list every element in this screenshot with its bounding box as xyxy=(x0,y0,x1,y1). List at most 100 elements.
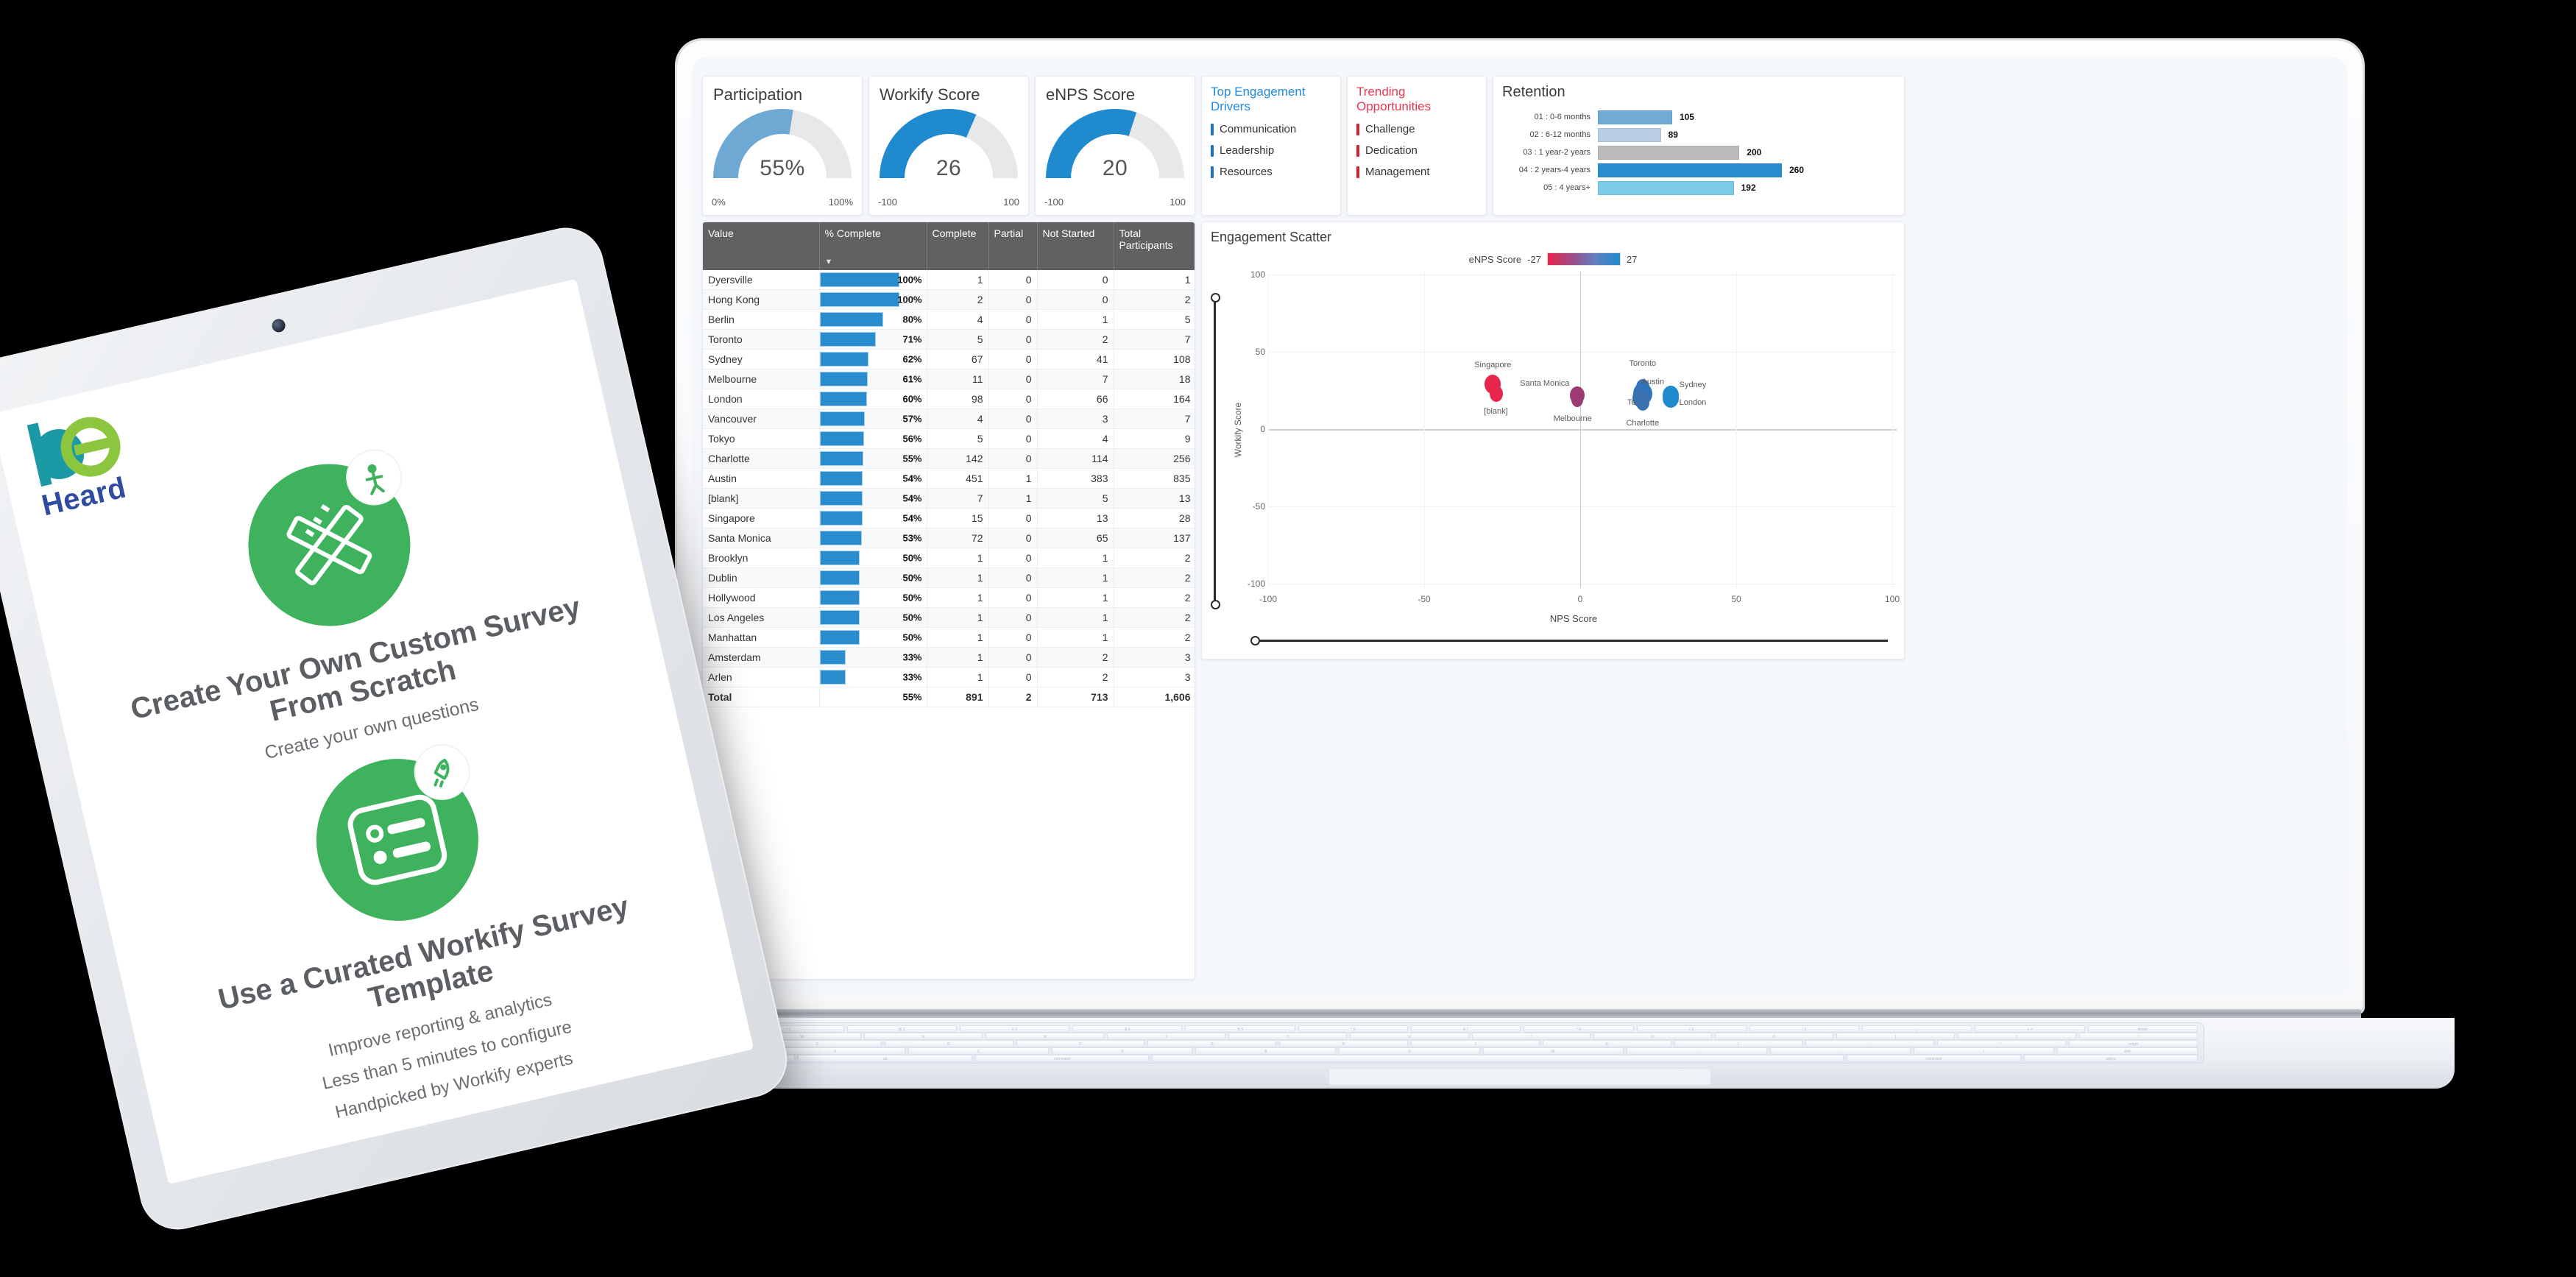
table-row[interactable]: Amsterdam 33% 1 0 2 3 xyxy=(703,647,1195,668)
keyboard-key[interactable]: O xyxy=(1593,1033,1712,1040)
keyboard-key[interactable]: % 5 xyxy=(1185,1025,1295,1033)
keyboard-key[interactable]: F xyxy=(1016,1040,1145,1047)
keyboard-key[interactable]: [ xyxy=(1836,1033,1955,1040)
keyboard-key[interactable]: shift xyxy=(2056,1047,2198,1055)
keyboard-key[interactable]: command xyxy=(1847,1055,2021,1062)
retention-row[interactable]: 04 : 2 years-4 years 260 xyxy=(1501,161,1897,179)
keyboard-key[interactable]: ( 9 xyxy=(1636,1025,1747,1033)
keyboard-key[interactable]: ; xyxy=(1805,1040,1935,1047)
keyboard-key[interactable]: U xyxy=(1350,1033,1469,1040)
keyboard-key[interactable]: option xyxy=(2023,1055,2198,1062)
keyboard-key[interactable] xyxy=(1152,1055,1844,1062)
table-row[interactable]: Los Angeles 50% 1 0 1 2 xyxy=(703,607,1195,628)
opportunity-item[interactable]: Dedication xyxy=(1348,140,1486,161)
keyboard-key[interactable]: . xyxy=(1769,1047,1911,1055)
top-engagement-drivers-card[interactable]: Top Engagement Drivers Communication Lea… xyxy=(1201,76,1341,216)
keyboard-key[interactable]: command xyxy=(974,1055,1150,1062)
retention-bar[interactable] xyxy=(1598,110,1672,124)
retention-row[interactable]: 02 : 6-12 months 89 xyxy=(1501,126,1897,144)
scatter-point[interactable] xyxy=(1489,385,1503,402)
keyboard-key[interactable]: N xyxy=(1339,1047,1480,1055)
keyboard-key[interactable]: P xyxy=(1714,1033,1833,1040)
keyboard-key[interactable]: ) 0 xyxy=(1749,1025,1860,1033)
keyboard-key[interactable]: + = xyxy=(1975,1025,2085,1033)
keyboard-key[interactable]: ' xyxy=(1937,1040,2067,1047)
keyboard-key[interactable]: I xyxy=(1471,1033,1590,1040)
keyboard-key[interactable]: L xyxy=(1674,1040,1803,1047)
trending-opportunities-card[interactable]: Trending Opportunities Challenge Dedicat… xyxy=(1347,76,1487,216)
keyboard-key[interactable]: / xyxy=(1913,1047,2054,1055)
table-row[interactable]: Charlotte 55% 142 0 114 256 xyxy=(703,448,1195,469)
keyboard-key[interactable]: E xyxy=(864,1033,983,1040)
participation-card[interactable]: Participation 55% 0% 100% xyxy=(702,76,863,216)
table-row[interactable]: Dublin 50% 1 0 1 2 xyxy=(703,567,1195,588)
keyboard-key[interactable]: ] xyxy=(1957,1033,2076,1040)
keyboard-key[interactable]: _ - xyxy=(1862,1025,1972,1033)
slider-knob-top[interactable] xyxy=(1211,293,1220,303)
keyboard-key[interactable]: delete xyxy=(2087,1025,2198,1033)
retention-bar[interactable] xyxy=(1598,127,1661,142)
scatter-point[interactable] xyxy=(1635,395,1649,411)
table-row[interactable]: Toronto 71% 5 0 2 7 xyxy=(703,329,1195,350)
keyboard-key[interactable]: C xyxy=(908,1047,1050,1055)
keyboard-key[interactable]: ^ 6 xyxy=(1298,1025,1408,1033)
table-row[interactable]: Melbourne 61% 11 0 7 18 xyxy=(703,369,1195,389)
table-row[interactable]: Singapore 54% 15 0 13 28 xyxy=(703,508,1195,528)
table-row[interactable]: Austin 54% 451 1 383 835 xyxy=(703,468,1195,489)
participation-table-card[interactable]: Value % Complete ▼ Complete Partial Not … xyxy=(702,222,1195,980)
driver-item[interactable]: Communication xyxy=(1202,118,1340,140)
table-row[interactable]: Santa Monica 53% 72 0 65 137 xyxy=(703,528,1195,548)
table-row[interactable]: Manhattan 50% 1 0 1 2 xyxy=(703,627,1195,648)
retention-card[interactable]: Retention 01 : 0-6 months 105 02 : 6-12 mo… xyxy=(1493,76,1905,216)
keyboard-key[interactable]: & 7 xyxy=(1411,1025,1521,1033)
keyboard-key[interactable]: G xyxy=(1147,1040,1277,1047)
col-not-started[interactable]: Not Started xyxy=(1037,222,1114,270)
retention-row[interactable]: 03 : 1 year-2 years 200 xyxy=(1501,144,1897,161)
keyboard-key[interactable]: Y xyxy=(1228,1033,1348,1040)
keyboard-key[interactable]: alt xyxy=(798,1055,972,1062)
driver-item[interactable]: Leadership xyxy=(1202,140,1340,161)
sort-descending-icon[interactable]: ▼ xyxy=(824,258,833,266)
table-row[interactable]: Dyersville 100% 1 0 0 1 xyxy=(703,270,1195,290)
retention-bar[interactable] xyxy=(1598,145,1740,160)
keyboard-key[interactable]: @ 2 xyxy=(846,1025,957,1033)
scatter-point[interactable] xyxy=(1662,389,1679,408)
retention-bar[interactable] xyxy=(1598,163,1782,177)
keyboard-key[interactable]: M xyxy=(1482,1047,1624,1055)
opportunity-item[interactable]: Challenge xyxy=(1348,118,1486,140)
keyboard-key[interactable]: T xyxy=(1107,1033,1226,1040)
workify-score-card[interactable]: Workify Score 26 -100 100 xyxy=(868,76,1029,216)
opportunity-item[interactable]: Management xyxy=(1348,161,1486,183)
slider-knob-bottom[interactable] xyxy=(1211,600,1220,609)
table-row[interactable]: Berlin 80% 4 0 1 5 xyxy=(703,309,1195,330)
keyboard-key[interactable]: V xyxy=(1052,1047,1193,1055)
table-row[interactable]: London 60% 98 0 66 164 xyxy=(703,389,1195,409)
x-axis-range-slider[interactable] xyxy=(1250,636,1892,645)
slider-knob-left[interactable] xyxy=(1250,636,1260,645)
table-row[interactable]: Brooklyn 50% 1 0 1 2 xyxy=(703,548,1195,568)
keyboard-key[interactable]: return xyxy=(2069,1040,2198,1047)
scatter-point[interactable] xyxy=(1571,392,1583,408)
table-row[interactable]: Tokyo 56% 5 0 4 9 xyxy=(703,428,1195,449)
table-row[interactable]: Sydney 62% 67 0 41 108 xyxy=(703,349,1195,369)
retention-bar[interactable] xyxy=(1598,180,1734,195)
table-row[interactable]: Hong Kong 100% 2 0 0 2 xyxy=(703,289,1195,310)
col-partial[interactable]: Partial xyxy=(988,222,1038,270)
scatter-plot-area[interactable]: Workify Score 100 50 0 -50 -100 -100 -50 0 50 100… xyxy=(1233,269,1900,604)
table-row[interactable]: Vancouver 57% 4 0 3 7 xyxy=(703,408,1195,429)
keyboard-key[interactable]: \ xyxy=(2078,1033,2198,1040)
keyboard-key[interactable]: * 8 xyxy=(1524,1025,1634,1033)
keyboard-key[interactable]: B xyxy=(1195,1047,1337,1055)
keyboard-key[interactable]: # 3 xyxy=(959,1025,1070,1033)
retention-row[interactable]: 05 : 4 years+ 192 xyxy=(1501,179,1897,197)
keyboard-key[interactable]: R xyxy=(986,1033,1105,1040)
keyboard-key[interactable]: $ 4 xyxy=(1072,1025,1183,1033)
col-complete[interactable]: Complete xyxy=(927,222,989,270)
keyboard-key[interactable]: , xyxy=(1626,1047,1767,1055)
enps-score-card[interactable]: eNPS Score 20 -100 100 xyxy=(1035,76,1195,216)
laptop-keyboard[interactable]: ~ `! 1@ 2# 3$ 4% 5^ 6& 7* 8( 9) 0_ -+ =d… xyxy=(615,1022,2204,1064)
keyboard-key[interactable]: K xyxy=(1542,1040,1671,1047)
y-axis-range-slider[interactable] xyxy=(1211,293,1220,609)
keyboard-key[interactable]: J xyxy=(1411,1040,1540,1047)
col-total-participants[interactable]: Total Participants xyxy=(1114,222,1195,270)
